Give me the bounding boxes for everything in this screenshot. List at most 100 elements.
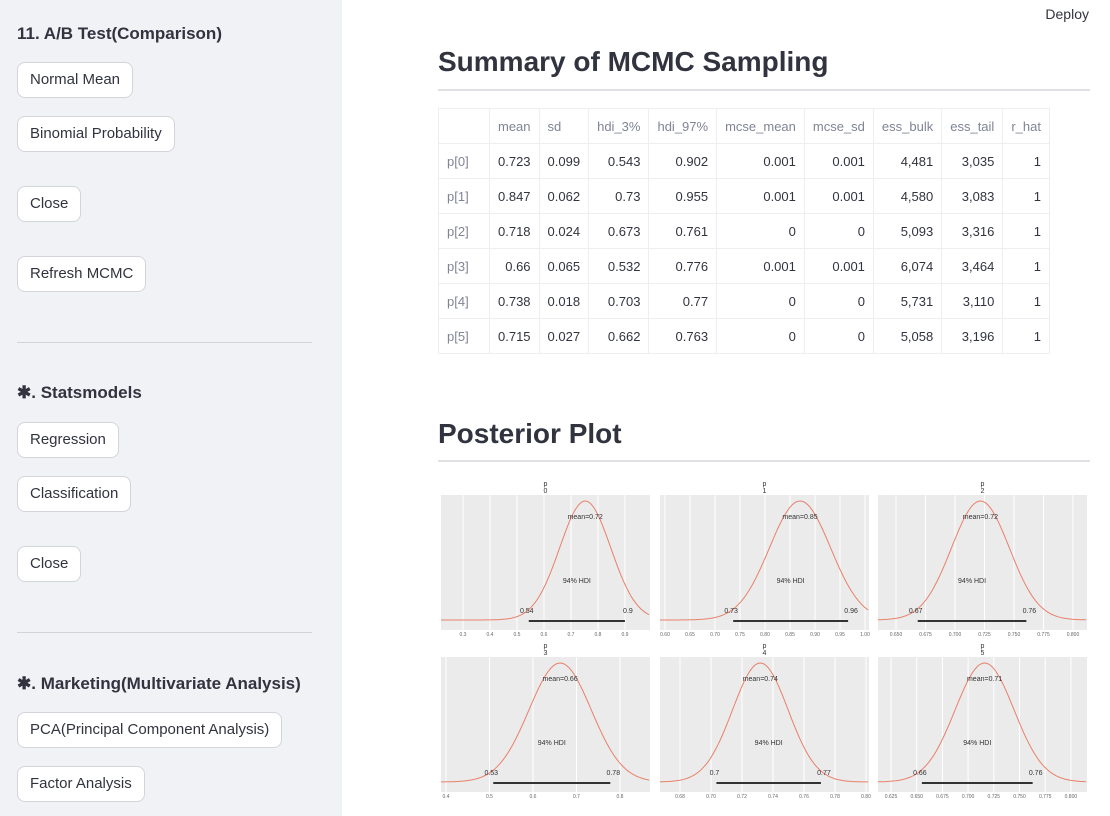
table-cell: 0 — [803, 318, 874, 354]
table-cell: 0.543 — [588, 143, 650, 179]
plot-area — [878, 657, 1087, 792]
button[interactable]: Binomial Probability — [17, 116, 175, 152]
button[interactable]: PCA(Principal Component Analysis) — [17, 712, 283, 748]
header-row: mean sd hdi_3% hdi_97% mcse_mean mcse_sd ess_b… — [438, 108, 1050, 144]
panel-index: 4 — [763, 650, 767, 657]
density-curve — [441, 662, 650, 783]
x-tick-label: 0.6 — [530, 794, 537, 800]
x-tick-label: 0.750 — [1008, 632, 1021, 638]
table-row: p[1] 0.847 0.062 0.73 0.955 0.001 0.001 4,580 3,… — [438, 178, 1050, 214]
column-header: sd — [538, 108, 590, 144]
x-tick-label: 0.9 — [622, 632, 629, 638]
hdi-label: 94% HDI — [958, 578, 986, 585]
table-cell: 0.715 — [489, 318, 540, 354]
sidebar: 11. A/B Test(Comparison) Normal Mean Bin… — [0, 0, 342, 816]
panel-title: p — [544, 643, 548, 650]
plot-area — [878, 495, 1087, 630]
row-label: p[2] — [438, 213, 490, 249]
mean-label: mean=0.72 — [963, 514, 998, 521]
row-label: p[4] — [438, 283, 490, 319]
table-cell: 3,464 — [941, 248, 1004, 284]
table-cell: 3,196 — [941, 318, 1004, 354]
table-cell: 1 — [1002, 143, 1050, 179]
hdi-label: 94% HDI — [777, 578, 805, 585]
table-cell: 0.66 — [489, 248, 540, 284]
hdi-low-label: 0.73 — [724, 608, 738, 615]
x-tick-label: 0.3 — [460, 632, 467, 638]
table-cell: 0.776 — [648, 248, 718, 284]
table-cell: 0.847 — [489, 178, 540, 214]
table-cell: 0.955 — [648, 178, 718, 214]
mean-label: mean=0.71 — [967, 676, 1002, 683]
mean-label: mean=0.74 — [743, 676, 778, 683]
summary-table: mean sd hdi_3% hdi_97% mcse_mean mcse_sd ess_b… — [438, 108, 1050, 354]
table-cell: 0.763 — [648, 318, 718, 354]
x-tick-label: 0.4 — [443, 794, 450, 800]
panel-index: 2 — [981, 488, 985, 495]
x-tick-label: 0.775 — [1037, 632, 1050, 638]
divider — [438, 89, 1090, 91]
mean-label: mean=0.66 — [543, 676, 578, 683]
x-tick-label: 0.4 — [487, 632, 494, 638]
column-header: mean — [489, 108, 540, 144]
heading: Summary of MCMC Sampling — [438, 46, 829, 77]
x-tick-label: 0.7 — [568, 632, 575, 638]
x-tick-label: 0.75 — [735, 632, 745, 638]
table-cell: 0 — [803, 283, 874, 319]
panel-title: p — [981, 481, 985, 488]
hdi-low-label: 0.67 — [909, 608, 923, 615]
table-row: p[3] 0.66 0.065 0.532 0.776 0.001 0.001 6,074 3,… — [438, 248, 1050, 284]
x-tick-label: 0.8 — [595, 632, 602, 638]
section-title: ✱. Marketing(Multivariate Analysis) — [17, 674, 301, 693]
column-header: mcse_mean — [716, 108, 805, 144]
table-cell: 0.001 — [716, 178, 805, 214]
x-tick-label: 0.6 — [541, 632, 548, 638]
table-cell: 3,110 — [941, 283, 1004, 319]
x-tick-label: 0.60 — [660, 632, 670, 638]
button[interactable]: Close — [17, 186, 82, 222]
table-cell: 0.73 — [588, 178, 650, 214]
plot-area — [441, 657, 650, 792]
table-cell: 1 — [1002, 283, 1050, 319]
button[interactable]: Refresh MCMC — [17, 256, 147, 292]
panel-index: 1 — [763, 488, 767, 495]
table-cell: 0.001 — [803, 248, 874, 284]
table-row: p[5] 0.715 0.027 0.662 0.763 0 0 5,058 3,196 1 — [438, 318, 1050, 354]
hdi-low-label: 0.54 — [520, 608, 534, 615]
x-tick-label: 0.80 — [861, 794, 871, 800]
mean-label: mean=0.85 — [782, 514, 817, 521]
divider — [17, 342, 312, 343]
row-label: p[0] — [438, 143, 490, 179]
x-tick-label: 0.700 — [949, 632, 962, 638]
hdi-high-label: 0.76 — [1029, 770, 1043, 777]
x-tick-label: 0.8 — [617, 794, 624, 800]
corner-cell — [438, 108, 490, 144]
x-tick-label: 0.65 — [685, 632, 695, 638]
x-tick-label: 0.70 — [706, 794, 716, 800]
table-cell: 0.532 — [588, 248, 650, 284]
row-label: p[3] — [438, 248, 490, 284]
x-tick-label: 0.650 — [910, 794, 923, 800]
hdi-label: 94% HDI — [963, 740, 991, 747]
table-cell: 1 — [1002, 248, 1050, 284]
x-tick-label: 0.700 — [962, 794, 975, 800]
table-cell: 0.001 — [803, 143, 874, 179]
button[interactable]: Factor Analysis — [17, 766, 145, 802]
deploy-button[interactable]: Deploy — [1045, 6, 1089, 22]
button[interactable]: Classification — [17, 476, 132, 512]
button[interactable]: Regression — [17, 422, 119, 458]
table-cell: 0 — [716, 283, 805, 319]
column-header: ess_bulk — [872, 108, 943, 144]
hdi-high-label: 0.77 — [817, 770, 831, 777]
button[interactable]: Close — [17, 546, 82, 582]
hdi-high-label: 0.96 — [844, 608, 858, 615]
table-cell: 5,093 — [872, 213, 943, 249]
hdi-high-label: 0.78 — [606, 770, 620, 777]
table-cell: 0 — [803, 213, 874, 249]
x-tick-label: 0.625 — [885, 794, 898, 800]
table-cell: 1 — [1002, 318, 1050, 354]
table-row: p[4] 0.738 0.018 0.703 0.77 0 0 5,731 3,110 1 — [438, 283, 1050, 319]
button[interactable]: Normal Mean — [17, 62, 134, 98]
density-curve — [441, 500, 650, 621]
